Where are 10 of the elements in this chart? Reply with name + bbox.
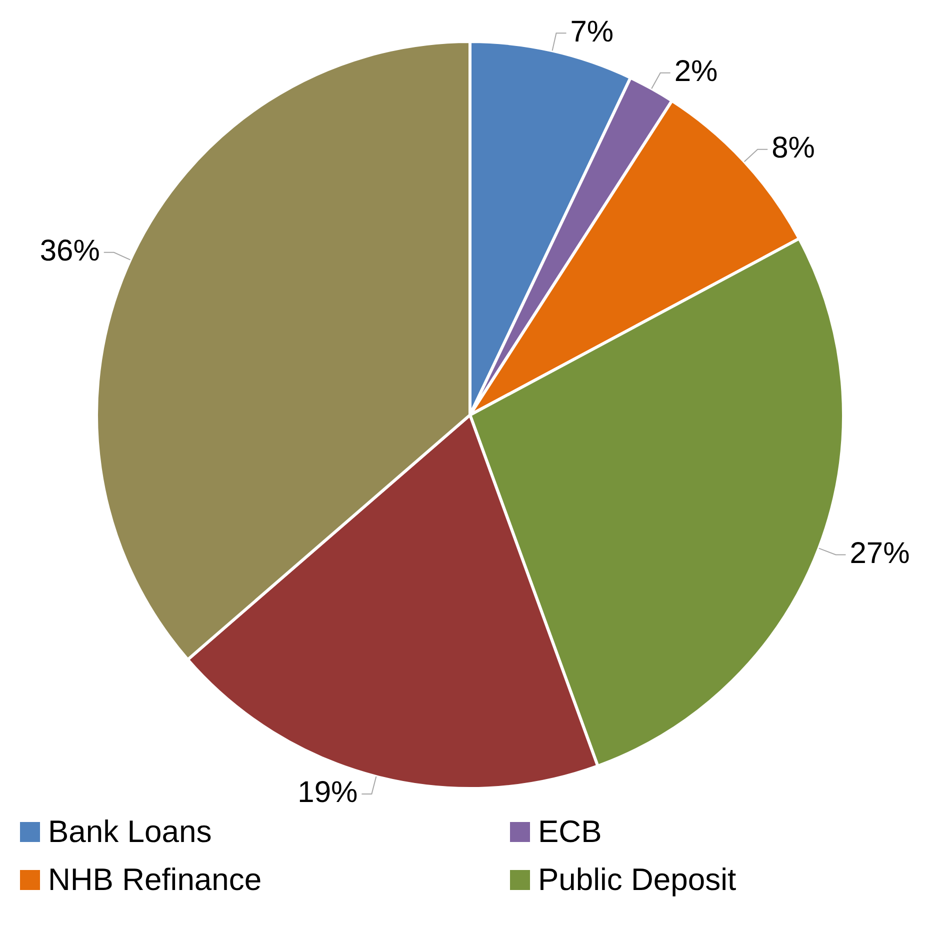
legend-label: Public Deposit bbox=[538, 861, 736, 899]
data-label: 8% bbox=[772, 132, 815, 165]
data-label: 7% bbox=[570, 15, 614, 48]
legend-label: NHB Refinance bbox=[48, 861, 262, 899]
data-label: 2% bbox=[674, 55, 718, 88]
data-label: 36% bbox=[40, 234, 100, 268]
legend-label: ECB bbox=[538, 813, 602, 851]
data-label: 19% bbox=[298, 776, 358, 810]
legend-label: Bank Loans bbox=[48, 813, 212, 851]
data-label: 27% bbox=[850, 536, 910, 570]
